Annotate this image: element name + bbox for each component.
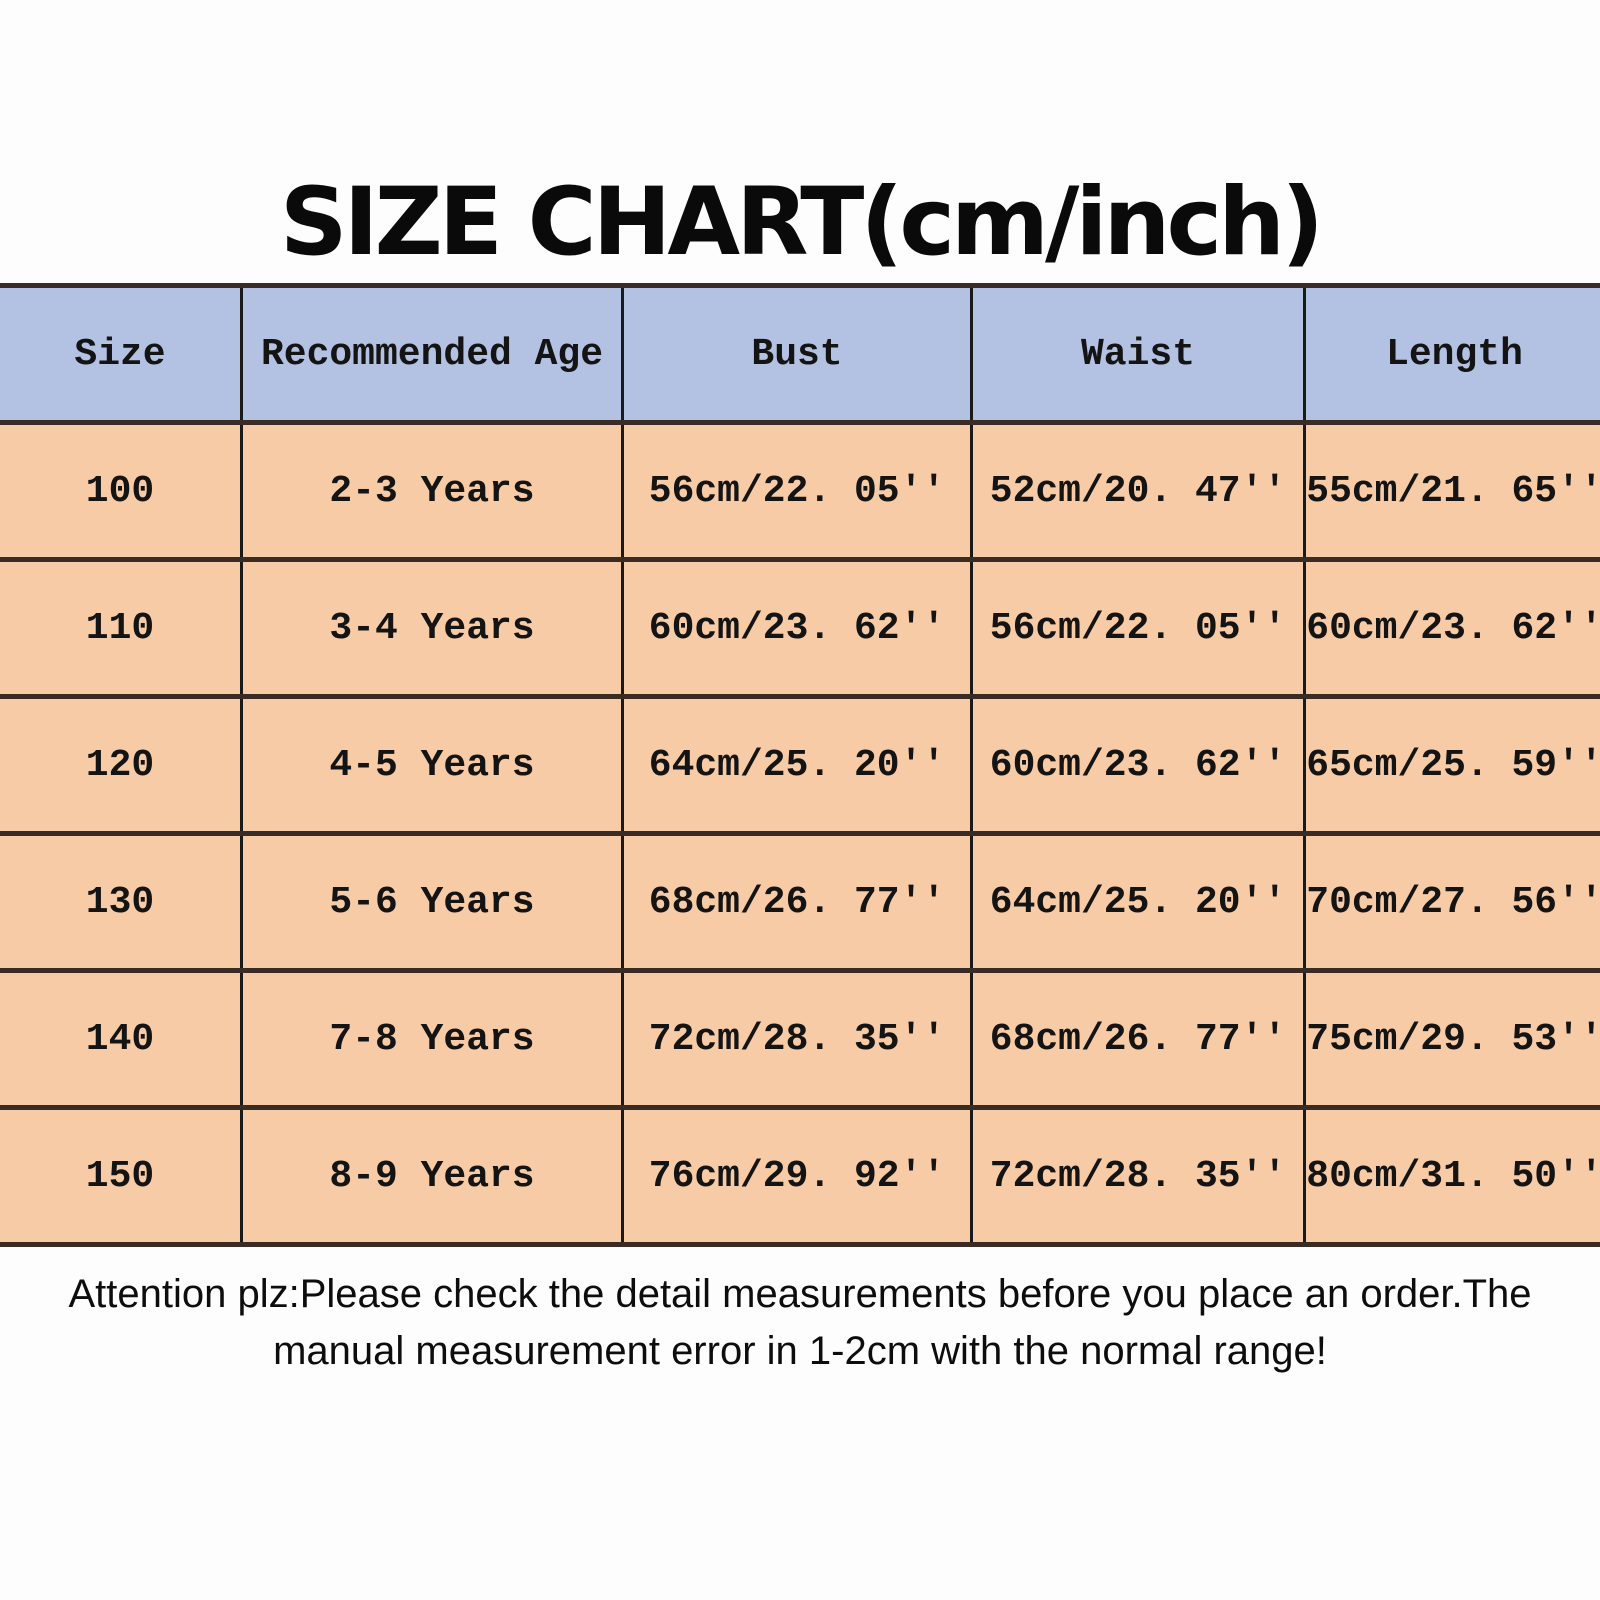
cell-size: 100: [0, 420, 243, 562]
cell-length: 80cm/31. 50'': [1303, 1105, 1600, 1247]
cell-waist: 56cm/22. 05'': [970, 557, 1306, 699]
cell-length: 75cm/29. 53'': [1303, 968, 1600, 1110]
cell-age: 8-9 Years: [240, 1105, 624, 1247]
cell-waist: 72cm/28. 35'': [970, 1105, 1306, 1247]
cell-length: 55cm/21. 65'': [1303, 420, 1600, 562]
cell-bust: 68cm/26. 77'': [621, 831, 973, 973]
cell-size: 120: [0, 694, 243, 836]
size-chart-table: Size Recommended Age Bust Waist Length 1…: [0, 283, 1600, 1247]
cell-size: 130: [0, 831, 243, 973]
table-row: 130 5-6 Years 68cm/26. 77'' 64cm/25. 20'…: [0, 831, 1600, 973]
table-row: 140 7-8 Years 72cm/28. 35'' 68cm/26. 77'…: [0, 968, 1600, 1110]
cell-length: 60cm/23. 62'': [1303, 557, 1600, 699]
cell-age: 2-3 Years: [240, 420, 624, 562]
table-row: 150 8-9 Years 76cm/29. 92'' 72cm/28. 35'…: [0, 1105, 1600, 1247]
cell-length: 65cm/25. 59'': [1303, 694, 1600, 836]
header-length: Length: [1303, 283, 1600, 425]
cell-waist: 64cm/25. 20'': [970, 831, 1306, 973]
header-size: Size: [0, 283, 243, 425]
table-row: 110 3-4 Years 60cm/23. 62'' 56cm/22. 05'…: [0, 557, 1600, 699]
cell-age: 3-4 Years: [240, 557, 624, 699]
header-recommended-age: Recommended Age: [240, 283, 624, 425]
attention-note-line-1: Attention plz:Please check the detail me…: [68, 1272, 1532, 1316]
header-row: Size Recommended Age Bust Waist Length: [0, 283, 1600, 425]
cell-age: 7-8 Years: [240, 968, 624, 1110]
cell-bust: 64cm/25. 20'': [621, 694, 973, 836]
cell-age: 4-5 Years: [240, 694, 624, 836]
table-row: 100 2-3 Years 56cm/22. 05'' 52cm/20. 47'…: [0, 420, 1600, 562]
cell-length: 70cm/27. 56'': [1303, 831, 1600, 973]
header-bust: Bust: [621, 283, 973, 425]
cell-age: 5-6 Years: [240, 831, 624, 973]
cell-size: 150: [0, 1105, 243, 1247]
table-row: 120 4-5 Years 64cm/25. 20'' 60cm/23. 62'…: [0, 694, 1600, 836]
header-waist: Waist: [970, 283, 1306, 425]
attention-note: Attention plz:Please check the detail me…: [0, 1266, 1600, 1380]
cell-bust: 72cm/28. 35'': [621, 968, 973, 1110]
cell-bust: 56cm/22. 05'': [621, 420, 973, 562]
cell-waist: 52cm/20. 47'': [970, 420, 1306, 562]
cell-bust: 60cm/23. 62'': [621, 557, 973, 699]
cell-size: 110: [0, 557, 243, 699]
cell-waist: 68cm/26. 77'': [970, 968, 1306, 1110]
attention-note-line-2: manual measurement error in 1-2cm with t…: [273, 1329, 1327, 1373]
cell-size: 140: [0, 968, 243, 1110]
page-title: SIZE CHART(cm/inch): [279, 168, 1324, 277]
cell-bust: 76cm/29. 92'': [621, 1105, 973, 1247]
cell-waist: 60cm/23. 62'': [970, 694, 1306, 836]
